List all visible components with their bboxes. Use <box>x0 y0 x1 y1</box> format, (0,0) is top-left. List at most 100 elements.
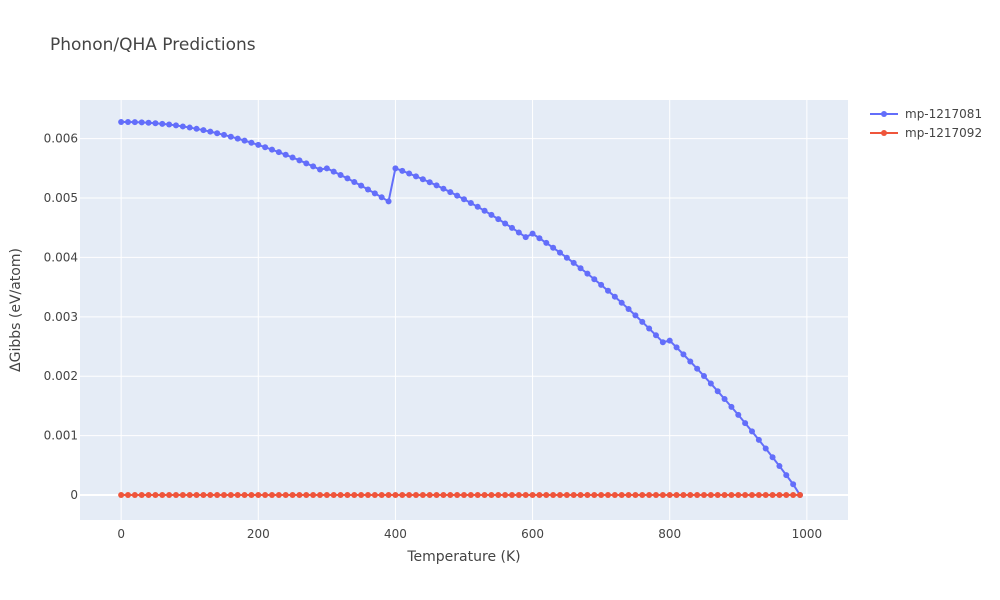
legend-marker <box>881 111 887 117</box>
data-point <box>515 492 522 499</box>
data-point <box>666 337 673 344</box>
data-point <box>639 318 646 325</box>
data-point <box>543 239 550 246</box>
data-point <box>557 249 563 256</box>
data-point <box>125 492 131 499</box>
data-point <box>118 492 125 499</box>
data-point <box>701 373 707 380</box>
data-point <box>495 216 502 223</box>
data-point <box>749 428 755 435</box>
data-point <box>605 492 611 499</box>
y-tick-label: 0.006 <box>44 132 78 146</box>
data-point <box>344 175 351 182</box>
data-point <box>207 492 214 499</box>
data-point <box>159 120 166 127</box>
data-point <box>769 454 776 461</box>
data-point <box>721 395 728 402</box>
data-point <box>701 492 707 499</box>
data-point <box>399 492 406 499</box>
data-point <box>248 139 255 146</box>
data-point <box>131 492 138 499</box>
data-point <box>351 178 358 185</box>
data-point <box>461 196 467 203</box>
data-point <box>200 492 207 499</box>
data-point <box>303 160 310 167</box>
data-point <box>742 420 749 427</box>
data-point <box>419 492 426 499</box>
data-point <box>152 492 159 499</box>
data-point <box>611 492 618 499</box>
data-point <box>762 445 769 452</box>
data-point <box>193 492 200 499</box>
data-point <box>440 185 447 192</box>
series-mp-1217081 <box>118 118 803 499</box>
data-point <box>570 259 577 266</box>
data-point <box>557 492 563 499</box>
data-point <box>776 463 783 470</box>
data-point <box>625 492 632 499</box>
x-axis-title: Temperature (K) <box>406 549 520 565</box>
legend-item[interactable]: mp-1217081 <box>870 107 982 121</box>
data-point <box>262 144 269 151</box>
data-point <box>755 436 762 443</box>
data-point <box>797 492 803 499</box>
data-point <box>337 492 344 499</box>
x-tick-label: 0 <box>117 527 125 541</box>
data-point <box>591 492 598 499</box>
data-point <box>179 123 186 130</box>
data-point <box>419 176 426 183</box>
data-point <box>605 287 611 294</box>
data-point <box>502 220 509 227</box>
data-point <box>481 207 488 214</box>
data-point <box>721 492 728 499</box>
data-point <box>310 163 317 170</box>
data-point <box>488 211 495 218</box>
data-point <box>371 190 378 197</box>
data-point <box>234 135 241 142</box>
data-point <box>234 492 241 499</box>
data-point <box>173 492 179 499</box>
data-point <box>474 492 481 499</box>
data-point <box>138 492 145 499</box>
data-point <box>639 492 646 499</box>
data-point <box>317 166 323 173</box>
data-point <box>461 492 467 499</box>
data-point <box>392 492 399 499</box>
data-point <box>255 141 262 148</box>
data-point <box>632 492 639 499</box>
data-point <box>563 254 570 261</box>
data-point <box>790 492 797 499</box>
legend-item[interactable]: mp-1217092 <box>870 126 982 140</box>
data-point <box>385 198 392 205</box>
data-point <box>365 186 371 193</box>
data-point <box>323 165 330 172</box>
data-point <box>454 192 461 199</box>
data-point <box>536 492 543 499</box>
data-point <box>653 332 659 339</box>
data-point <box>262 492 269 499</box>
data-point <box>769 492 776 499</box>
data-point <box>323 492 330 499</box>
data-point <box>131 119 138 126</box>
data-point <box>481 492 488 499</box>
data-point <box>598 281 605 288</box>
data-point <box>227 492 234 499</box>
data-point <box>426 492 433 499</box>
data-point <box>659 492 666 499</box>
data-point <box>728 403 735 410</box>
data-point <box>145 119 152 126</box>
data-point <box>207 128 214 135</box>
y-axis-title: ΔGibbs (eV/atom) <box>8 248 24 372</box>
data-point <box>591 276 598 283</box>
data-point <box>200 127 207 134</box>
data-point <box>454 492 461 499</box>
data-point <box>632 312 639 319</box>
data-point <box>646 492 653 499</box>
data-point <box>550 244 557 251</box>
data-point <box>467 199 474 206</box>
x-tick-label: 1000 <box>792 527 823 541</box>
data-point <box>399 167 406 174</box>
data-point <box>330 168 337 175</box>
